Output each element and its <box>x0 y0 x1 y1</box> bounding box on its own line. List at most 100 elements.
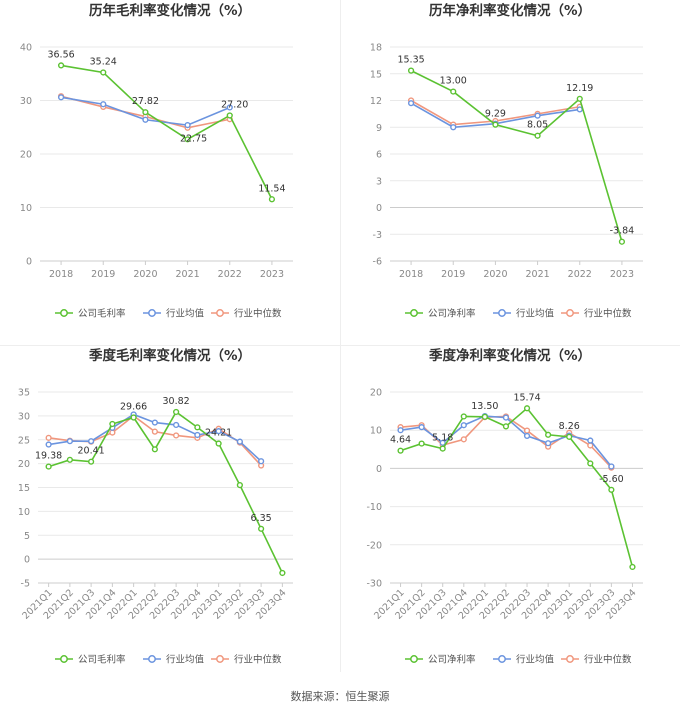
series-line <box>60 64 273 200</box>
chart-title: 季度毛利率变化情况（%） <box>88 347 251 364</box>
data-point <box>450 88 457 95</box>
legend-label: 行业均值 <box>166 654 205 666</box>
data-point <box>407 67 415 74</box>
data-point <box>66 438 73 445</box>
data-point <box>226 104 233 111</box>
data-label: -3.84 <box>610 226 635 237</box>
data-point <box>523 405 531 412</box>
x-tick-label: 2020 <box>133 269 157 280</box>
data-point <box>523 432 531 440</box>
data-point <box>502 423 510 430</box>
data-label: 13.00 <box>440 76 467 87</box>
data-label: 12.19 <box>566 83 593 94</box>
data-point <box>397 427 404 434</box>
data-label: 19.38 <box>35 451 62 462</box>
data-label: 9.29 <box>485 109 506 120</box>
data-point <box>534 132 541 139</box>
data-point <box>88 458 95 465</box>
x-tick-label: 2021 <box>525 269 549 280</box>
y-tick-label: 18 <box>370 43 382 54</box>
legend-marker <box>148 655 156 663</box>
data-point <box>151 446 158 453</box>
x-tick-label: 2019 <box>91 269 115 280</box>
data-point <box>576 106 583 113</box>
data-point <box>194 431 201 439</box>
data-point <box>418 424 425 431</box>
chart-svg: 季度毛利率变化情况（%）-5051015202530352021Q12021Q2… <box>18 347 293 666</box>
data-point <box>173 432 180 439</box>
data-label: 15.74 <box>513 392 540 403</box>
y-tick-label: 3 <box>376 176 382 187</box>
data-label: 35.24 <box>90 56 117 67</box>
chart-title: 历年净利率变化情况（%） <box>429 2 591 19</box>
data-point <box>460 413 467 420</box>
data-point <box>45 441 52 448</box>
legend-label: 行业中位数 <box>584 308 632 320</box>
horizontal-divider <box>0 345 680 346</box>
y-tick-label: 20 <box>20 150 32 161</box>
data-point <box>215 428 222 435</box>
y-tick-label: 0 <box>26 257 32 268</box>
data-point <box>45 463 52 470</box>
data-point <box>268 196 276 203</box>
data-point <box>258 458 265 465</box>
vertical-divider <box>340 0 341 672</box>
data-point <box>460 436 467 443</box>
legend-label: 行业均值 <box>516 654 555 666</box>
chart-title: 季度净利率变化情况（%） <box>428 347 591 364</box>
data-label: 24.21 <box>205 428 232 439</box>
data-point <box>523 427 531 434</box>
data-point <box>194 424 201 431</box>
data-point <box>534 112 541 119</box>
data-point <box>184 122 191 129</box>
chart-title: 历年毛利率变化情况（%） <box>89 2 251 19</box>
legend-label: 行业中位数 <box>234 308 282 320</box>
data-point <box>545 431 552 438</box>
y-tick-label: -30 <box>366 579 382 590</box>
data-point <box>450 124 457 131</box>
data-label: 8.05 <box>527 120 548 131</box>
y-tick-label: 20 <box>18 459 30 470</box>
data-point <box>439 445 446 452</box>
data-point <box>100 69 107 76</box>
y-tick-label: 15 <box>18 483 30 494</box>
data-label: 6.35 <box>251 513 272 524</box>
y-tick-label: 30 <box>18 411 30 422</box>
data-point <box>100 101 107 108</box>
data-label: 20.41 <box>78 446 105 457</box>
series-line <box>48 410 284 574</box>
y-tick-label: 30 <box>20 96 32 107</box>
y-tick-label: 0 <box>24 555 30 566</box>
data-point <box>236 482 243 489</box>
y-tick-label: -20 <box>366 540 382 551</box>
data-label: 15.35 <box>397 55 424 66</box>
x-tick-label: 2018 <box>399 269 423 280</box>
data-point <box>226 112 233 119</box>
data-label: 13.50 <box>471 401 498 412</box>
legend-label: 公司净利率 <box>428 308 476 320</box>
data-label: 11.54 <box>258 183 285 194</box>
data-point <box>418 440 425 447</box>
data-point <box>184 136 191 143</box>
data-point <box>258 525 265 532</box>
legend-label: 公司毛利率 <box>78 654 126 666</box>
series-line <box>400 407 634 568</box>
data-point <box>397 447 404 454</box>
data-point <box>45 434 52 441</box>
data-point <box>130 414 137 421</box>
data-point <box>173 408 180 416</box>
data-point <box>460 422 467 429</box>
data-label: 29.66 <box>120 401 147 412</box>
y-tick-label: 10 <box>370 426 382 437</box>
data-point <box>608 486 615 493</box>
legend-marker <box>498 309 506 317</box>
legend-label: 行业中位数 <box>234 654 282 666</box>
data-point <box>151 428 158 435</box>
x-tick-label: 2021 <box>175 269 199 280</box>
data-label: 22.75 <box>180 133 207 144</box>
y-tick-label: 6 <box>376 150 382 161</box>
data-point <box>66 456 73 463</box>
data-point <box>566 433 573 440</box>
x-tick-label: 2023 <box>610 269 634 280</box>
quarterly-net-margin-chart: 季度净利率变化情况（%） -30 -20 -10 0 10 20 2021Q1 2021Q2 20… <box>340 345 680 690</box>
